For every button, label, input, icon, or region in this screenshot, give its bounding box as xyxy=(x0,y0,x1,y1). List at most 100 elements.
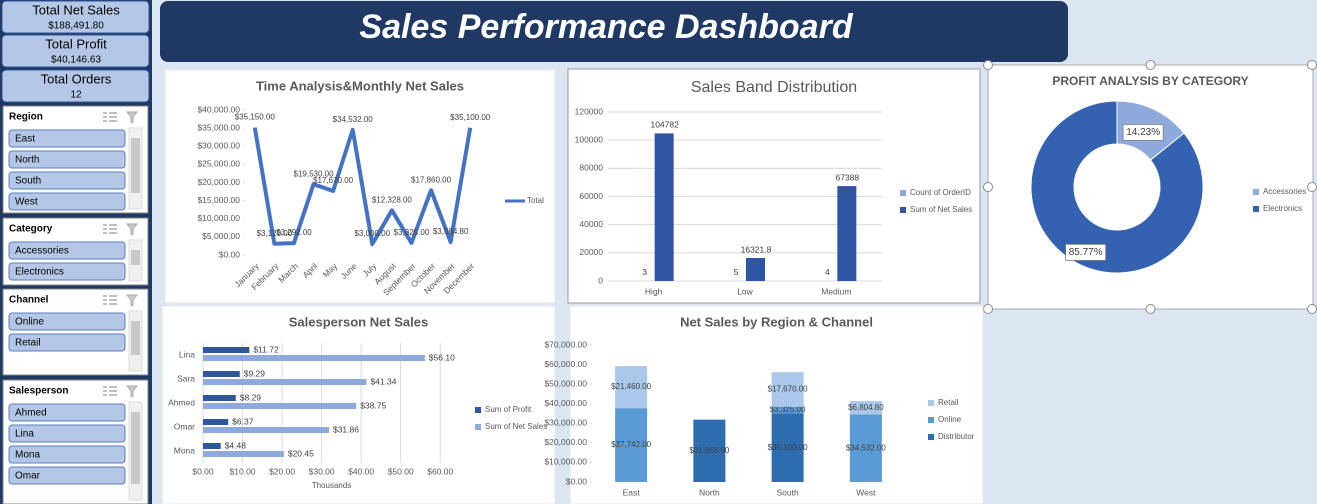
slicer-item[interactable] xyxy=(8,333,126,352)
data-label: $3,584.80 xyxy=(433,227,469,236)
slicer-item[interactable] xyxy=(8,171,126,190)
resize-handle[interactable] xyxy=(983,182,993,192)
slicer-item-label[interactable]: North xyxy=(15,155,39,166)
scroll-thumb[interactable] xyxy=(131,412,140,484)
legend-swatch xyxy=(928,417,934,423)
bar-segment xyxy=(615,366,648,409)
y-tick-label: 60000 xyxy=(579,191,603,201)
data-label: 4 xyxy=(825,267,830,277)
slicer-item-label[interactable]: Electronics xyxy=(15,267,64,278)
slicer-title: Channel xyxy=(9,295,49,306)
bar xyxy=(203,371,240,377)
data-label: $37,742.00 xyxy=(611,440,652,449)
slicer-item[interactable] xyxy=(8,403,126,422)
data-label: $56.10 xyxy=(429,352,455,362)
slicer-item[interactable] xyxy=(8,241,126,260)
slicer-item-label[interactable]: Lina xyxy=(15,429,34,440)
clear-filter-icon[interactable] xyxy=(125,385,139,398)
x-tick-label: $0.00 xyxy=(192,466,214,476)
resize-handle[interactable] xyxy=(1145,304,1156,314)
legend-swatch xyxy=(1253,206,1259,212)
slicer-item-label[interactable]: Omar xyxy=(15,471,41,482)
data-label: 14.23% xyxy=(1126,127,1160,138)
resize-handle[interactable] xyxy=(1307,60,1317,70)
data-label: $3,325.00 xyxy=(394,228,430,237)
slicer-item-label[interactable]: Ahmed xyxy=(15,408,47,419)
kpi-label: Total Profit xyxy=(45,36,107,51)
slicer-item[interactable] xyxy=(8,424,126,443)
multi-select-icon[interactable] xyxy=(103,386,117,396)
x-tick-label: $10.00 xyxy=(230,466,256,476)
y-tick-label: 40000 xyxy=(579,219,603,229)
data-label: 5 xyxy=(734,267,739,277)
slicer-item-label[interactable]: South xyxy=(15,176,41,187)
slicer-item[interactable] xyxy=(8,150,126,169)
scroll-thumb[interactable] xyxy=(131,138,140,193)
legend-swatch xyxy=(900,190,906,196)
data-label: $6,804.80 xyxy=(848,403,884,412)
clear-filter-icon[interactable] xyxy=(125,294,139,307)
scroll-thumb[interactable] xyxy=(131,250,140,265)
data-label-box xyxy=(1122,124,1164,141)
slicer-item-label[interactable]: Mona xyxy=(15,450,40,461)
y-tick-label: 120000 xyxy=(575,106,604,116)
y-tick-label: 20000 xyxy=(579,247,603,257)
bar xyxy=(203,379,367,385)
resize-handle[interactable] xyxy=(1145,60,1156,70)
bar-segment xyxy=(771,406,804,414)
slicer-item[interactable] xyxy=(8,129,126,148)
slicer-item[interactable] xyxy=(8,466,126,485)
y-tick-label: $0.00 xyxy=(219,249,241,259)
legend-label: Accessories xyxy=(1263,187,1306,196)
legend-swatch xyxy=(928,434,934,440)
y-tick-label: 100000 xyxy=(575,134,604,144)
chart-panel xyxy=(164,69,556,304)
y-tick-label: $70,000.00 xyxy=(544,339,587,349)
legend-label: Retail xyxy=(938,398,959,407)
resize-handle[interactable] xyxy=(983,60,993,70)
multi-select-icon[interactable] xyxy=(103,224,117,234)
donut-slice xyxy=(1030,100,1204,274)
legend-label: Electronics xyxy=(1263,204,1302,213)
y-tick-label: $30,000.00 xyxy=(197,141,240,151)
data-label: 67388 xyxy=(836,172,860,182)
slicer-title: Salesperson xyxy=(9,386,68,397)
clear-filter-icon[interactable] xyxy=(125,223,139,236)
kpi-card xyxy=(1,34,150,68)
x-tick-label: Low xyxy=(737,286,753,296)
data-label: $34,532.00 xyxy=(333,115,374,124)
clear-filter-icon[interactable] xyxy=(125,111,139,124)
y-tick-label: Ahmed xyxy=(168,397,195,407)
slicer-item[interactable] xyxy=(8,445,126,464)
scroll-thumb[interactable] xyxy=(131,321,140,355)
y-tick-label: $40,000.00 xyxy=(197,104,240,114)
legend-label: Sum of Profit xyxy=(485,405,532,414)
resize-handle[interactable] xyxy=(1307,182,1317,192)
y-tick-label: $15,000.00 xyxy=(197,195,240,205)
line-series xyxy=(252,127,473,247)
slicer-item-label[interactable]: Online xyxy=(15,317,44,328)
data-label: $19,530.00 xyxy=(294,169,335,178)
slicer-item-label[interactable]: East xyxy=(15,134,35,145)
bar xyxy=(654,133,674,281)
slicer-item-label[interactable]: Accessories xyxy=(15,246,69,257)
slicer-item-label[interactable]: West xyxy=(15,197,38,208)
slicer-item[interactable] xyxy=(8,262,126,281)
resize-handle[interactable] xyxy=(983,304,993,314)
bar-segment xyxy=(771,372,804,407)
data-label: 3 xyxy=(642,267,647,277)
x-tick-label: $60.00 xyxy=(427,466,453,476)
legend-label: Sum of Net Sales xyxy=(910,205,972,214)
slicer-item-label[interactable]: Retail xyxy=(15,338,41,349)
legend-swatch xyxy=(475,424,481,430)
resize-handle[interactable] xyxy=(1307,304,1317,314)
multi-select-icon[interactable] xyxy=(103,295,117,305)
kpi-label: Total Net Sales xyxy=(32,2,120,17)
multi-select-icon[interactable] xyxy=(103,112,117,122)
legend-swatch xyxy=(900,207,906,213)
slicer-item[interactable] xyxy=(8,192,126,211)
bar xyxy=(203,443,221,449)
slicer-item[interactable] xyxy=(8,312,126,331)
data-label: $8.29 xyxy=(240,392,262,402)
x-tick-label: $20.00 xyxy=(269,466,295,476)
